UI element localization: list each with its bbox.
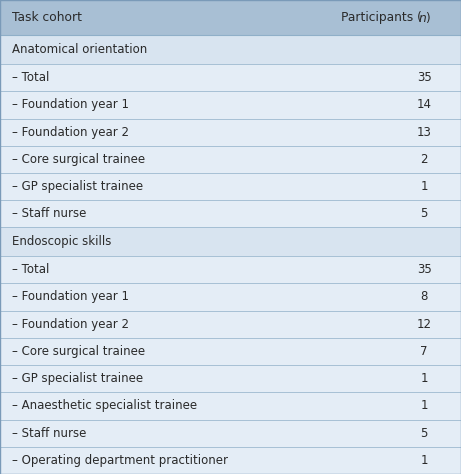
Bar (0, 200, 461, 228)
Text: 7: 7 (420, 345, 428, 358)
Text: – Core surgical trainee: – Core surgical trainee (12, 345, 145, 358)
Text: $n$): $n$) (418, 10, 431, 25)
Bar (0, 310, 461, 338)
Bar (0, 256, 461, 283)
Bar (0, 118, 461, 146)
Text: – Anaesthetic specialist trainee: – Anaesthetic specialist trainee (12, 400, 197, 412)
Bar (0, 338, 461, 365)
Text: Endoscopic skills: Endoscopic skills (12, 235, 111, 248)
Text: Anatomical orientation: Anatomical orientation (12, 43, 147, 56)
Text: – Total: – Total (12, 263, 49, 276)
Text: 1: 1 (420, 372, 428, 385)
Text: 14: 14 (417, 99, 431, 111)
Text: Task cohort: Task cohort (12, 11, 82, 24)
Text: 1: 1 (420, 180, 428, 193)
Text: 35: 35 (417, 263, 431, 276)
Text: Participants (: Participants ( (341, 11, 422, 24)
Text: – Foundation year 1: – Foundation year 1 (12, 291, 129, 303)
Text: 2: 2 (420, 153, 428, 166)
Bar (0, 36, 461, 64)
Bar (0, 64, 461, 91)
Text: 1: 1 (420, 400, 428, 412)
Bar (0, 173, 461, 200)
Text: 8: 8 (420, 291, 428, 303)
Text: 5: 5 (420, 207, 428, 220)
Bar (0, 0, 461, 36)
Text: – GP specialist trainee: – GP specialist trainee (12, 180, 142, 193)
Bar (0, 146, 461, 173)
Bar (0, 392, 461, 419)
Text: 5: 5 (420, 427, 428, 440)
Text: – Operating department practitioner: – Operating department practitioner (12, 454, 228, 467)
Bar (0, 447, 461, 474)
Text: – Total: – Total (12, 71, 49, 84)
Bar (0, 91, 461, 118)
Text: – GP specialist trainee: – GP specialist trainee (12, 372, 142, 385)
Text: 35: 35 (417, 71, 431, 84)
Bar (0, 365, 461, 392)
Text: – Foundation year 2: – Foundation year 2 (12, 126, 129, 138)
Text: – Staff nurse: – Staff nurse (12, 207, 86, 220)
Text: 1: 1 (420, 454, 428, 467)
Bar (0, 228, 461, 256)
Bar (0, 419, 461, 447)
Text: – Staff nurse: – Staff nurse (12, 427, 86, 440)
Text: 13: 13 (417, 126, 431, 138)
Text: 12: 12 (417, 318, 431, 331)
Text: – Foundation year 1: – Foundation year 1 (12, 99, 129, 111)
Text: – Foundation year 2: – Foundation year 2 (12, 318, 129, 331)
Bar (0, 283, 461, 310)
Text: – Core surgical trainee: – Core surgical trainee (12, 153, 145, 166)
